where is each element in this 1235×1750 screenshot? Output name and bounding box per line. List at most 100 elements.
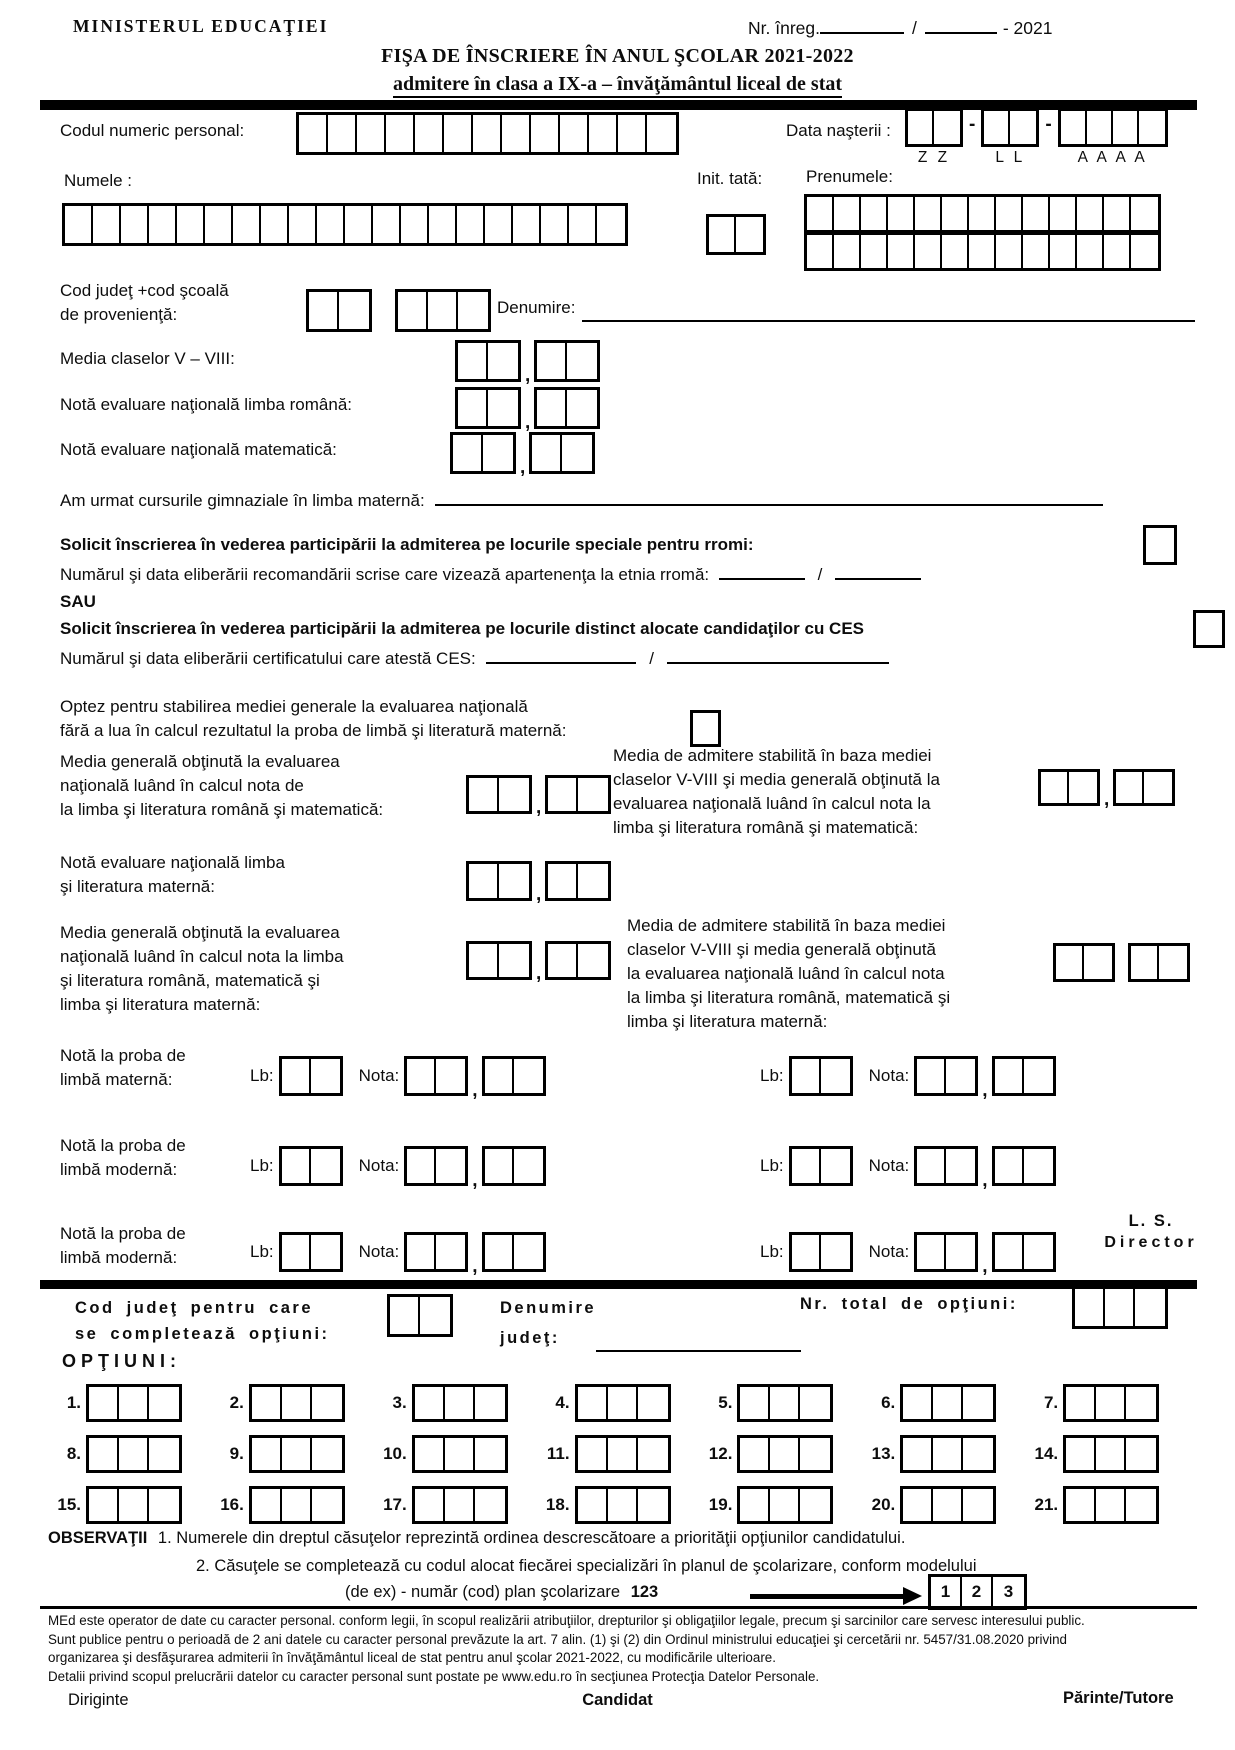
char-cell[interactable] [1041, 772, 1069, 803]
char-cell[interactable] [445, 1489, 475, 1521]
char-cell[interactable] [311, 1235, 340, 1269]
mother-tongue-grade-input[interactable]: , [466, 861, 612, 904]
char-cell[interactable] [597, 206, 625, 243]
char-cell[interactable] [93, 206, 121, 243]
char-cell[interactable] [834, 235, 861, 268]
char-cell[interactable] [1050, 235, 1077, 268]
char-cell[interactable] [578, 1489, 608, 1521]
char-cell[interactable] [407, 1235, 437, 1269]
char-cell[interactable] [121, 206, 149, 243]
char-cell[interactable] [1131, 235, 1158, 268]
char-cell[interactable] [915, 197, 942, 230]
option-code-input[interactable] [86, 1486, 182, 1524]
char-cell[interactable] [933, 1387, 964, 1419]
char-cell[interactable] [475, 1387, 505, 1419]
char-cell[interactable] [149, 1489, 179, 1521]
char-cell[interactable] [483, 435, 513, 471]
char-cell[interactable] [888, 235, 915, 268]
char-cell[interactable] [946, 1059, 975, 1093]
option-code-input[interactable] [737, 1486, 834, 1524]
char-cell[interactable] [485, 206, 513, 243]
char-cell[interactable] [475, 1489, 505, 1521]
rromi-doc-number-line[interactable] [718, 566, 805, 580]
char-cell[interactable] [407, 1149, 437, 1183]
county-code-boxes[interactable] [306, 289, 372, 332]
char-cell[interactable] [934, 111, 960, 144]
char-cell[interactable] [800, 1489, 830, 1521]
mt-grade-dec-boxes[interactable] [545, 861, 612, 901]
char-cell[interactable] [917, 1059, 947, 1093]
char-cell[interactable] [458, 390, 488, 426]
options-total-boxes[interactable] [1072, 1286, 1168, 1329]
char-cell[interactable] [261, 206, 289, 243]
char-cell[interactable] [1096, 1489, 1127, 1521]
char-cell[interactable] [252, 1438, 282, 1470]
father-initial-input[interactable] [706, 214, 766, 257]
char-cell[interactable] [89, 1489, 119, 1521]
cnp-input[interactable] [296, 112, 679, 157]
char-cell[interactable] [415, 1438, 445, 1470]
option-code-input[interactable] [1063, 1486, 1160, 1524]
char-cell[interactable] [420, 1297, 450, 1334]
option-code-input[interactable] [1063, 1435, 1160, 1473]
char-cell[interactable] [1010, 111, 1036, 144]
char-cell[interactable] [309, 292, 339, 329]
char-cell[interactable] [1144, 772, 1172, 803]
options-county-name-write-line[interactable] [596, 1350, 801, 1352]
option-code-input[interactable] [248, 1435, 345, 1473]
char-cell[interactable] [1096, 1387, 1127, 1419]
option-code-input[interactable] [574, 1435, 671, 1473]
char-cell[interactable] [638, 1387, 668, 1419]
char-cell[interactable] [428, 292, 458, 329]
option-code-input[interactable] [86, 1435, 182, 1473]
maternal-left-int-boxes[interactable] [404, 1056, 469, 1096]
char-cell[interactable] [917, 1235, 947, 1269]
rromi-doc-date-line[interactable] [835, 566, 922, 580]
adm-avg-2-dec-boxes[interactable] [1128, 943, 1190, 982]
char-cell[interactable] [89, 1387, 119, 1419]
adm-avg-1-int-boxes[interactable] [1038, 769, 1100, 806]
char-cell[interactable] [345, 206, 373, 243]
char-cell[interactable] [390, 1297, 420, 1334]
char-cell[interactable] [252, 1387, 282, 1419]
char-cell[interactable] [513, 206, 541, 243]
rromi-checkbox-box[interactable] [1143, 525, 1177, 565]
char-cell[interactable] [469, 778, 499, 811]
maternal-left-dec-boxes[interactable] [481, 1056, 546, 1096]
char-cell[interactable] [740, 1489, 771, 1521]
char-cell[interactable] [282, 1438, 312, 1470]
char-cell[interactable] [444, 115, 473, 152]
char-cell[interactable] [578, 864, 608, 898]
char-cell[interactable] [1024, 1059, 1053, 1093]
char-cell[interactable] [282, 1235, 311, 1269]
char-cell[interactable] [567, 343, 597, 379]
modern1-right-lang-boxes[interactable] [788, 1146, 853, 1186]
char-cell[interactable] [946, 1235, 975, 1269]
char-cell[interactable] [861, 197, 888, 230]
char-cell[interactable] [1066, 1489, 1097, 1521]
romanian-int-boxes[interactable] [455, 387, 521, 429]
char-cell[interactable] [567, 390, 597, 426]
char-cell[interactable] [942, 235, 969, 268]
char-cell[interactable] [436, 1149, 465, 1183]
char-cell[interactable] [1159, 946, 1187, 979]
maternal-right-int-boxes[interactable] [914, 1056, 979, 1096]
general-average-2-input[interactable]: , [466, 941, 612, 983]
char-cell[interactable] [908, 111, 934, 144]
char-cell[interactable] [548, 944, 579, 977]
school-name-write-line[interactable] [582, 320, 1195, 322]
char-cell[interactable] [963, 1489, 993, 1521]
modern1-left-dec-boxes[interactable] [481, 1146, 546, 1186]
option-code-input[interactable] [737, 1435, 834, 1473]
char-cell[interactable] [537, 390, 568, 426]
char-cell[interactable] [861, 235, 888, 268]
birth-year-boxes[interactable] [1057, 108, 1168, 147]
char-cell[interactable] [282, 1059, 311, 1093]
county-code-input[interactable] [306, 289, 372, 334]
char-cell[interactable] [969, 197, 996, 230]
mt-grade-int-boxes[interactable] [466, 861, 532, 901]
char-cell[interactable] [328, 115, 357, 152]
char-cell[interactable] [488, 390, 518, 426]
option-code-input[interactable] [900, 1384, 997, 1422]
char-cell[interactable] [740, 1438, 771, 1470]
